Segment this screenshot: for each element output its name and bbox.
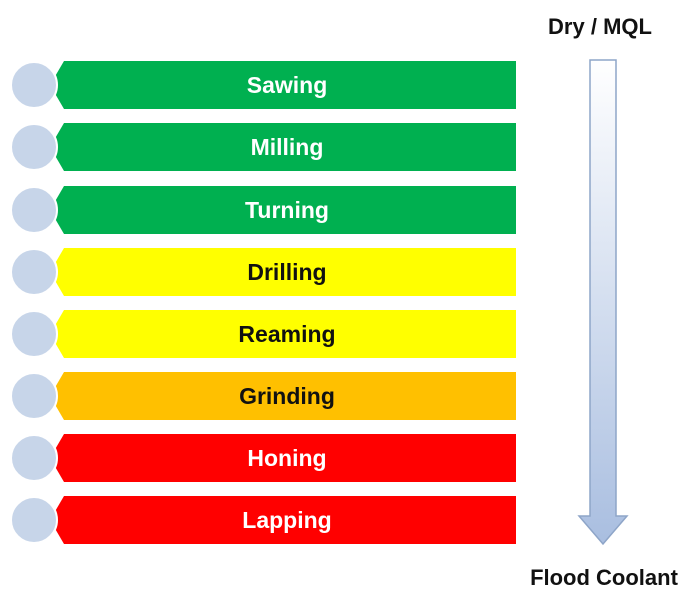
bullet-circle [10,372,58,420]
bullet-circle [10,186,58,234]
process-label: Milling [250,133,324,160]
bullet-circle [10,496,58,544]
bullet-circle [10,434,58,482]
process-bar: Drilling [50,248,516,296]
flood-coolant-label: Flood Coolant [530,565,678,590]
process-label: Lapping [242,506,332,533]
process-bar: Lapping [50,496,516,544]
process-bar: Milling [50,123,516,171]
process-row-grinding: Grinding [10,371,518,421]
bullet-circle [10,61,58,109]
process-label: Honing [247,444,327,471]
process-label: Reaming [238,320,336,347]
bullet-circle [10,310,58,358]
process-label: Grinding [239,382,335,409]
process-row-sawing: Sawing [10,60,518,110]
process-bar: Sawing [50,61,516,109]
bullet-circle [10,248,58,296]
process-bar: Turning [50,186,516,234]
down-arrow-icon [577,59,629,546]
process-bar: Grinding [50,372,516,420]
arrow-shape [577,59,629,546]
process-row-honing: Honing [10,433,518,483]
process-row-milling: Milling [10,122,518,172]
process-row-drilling: Drilling [10,247,518,297]
process-bar: Honing [50,434,516,482]
dry-mql-label: Dry / MQL [548,14,652,39]
process-row-reaming: Reaming [10,309,518,359]
process-row-lapping: Lapping [10,495,518,545]
bullet-circle [10,123,58,171]
process-label: Drilling [247,258,327,285]
process-label: Turning [245,196,329,223]
process-row-turning: Turning [10,185,518,235]
process-label: Sawing [246,71,328,98]
process-bar: Reaming [50,310,516,358]
